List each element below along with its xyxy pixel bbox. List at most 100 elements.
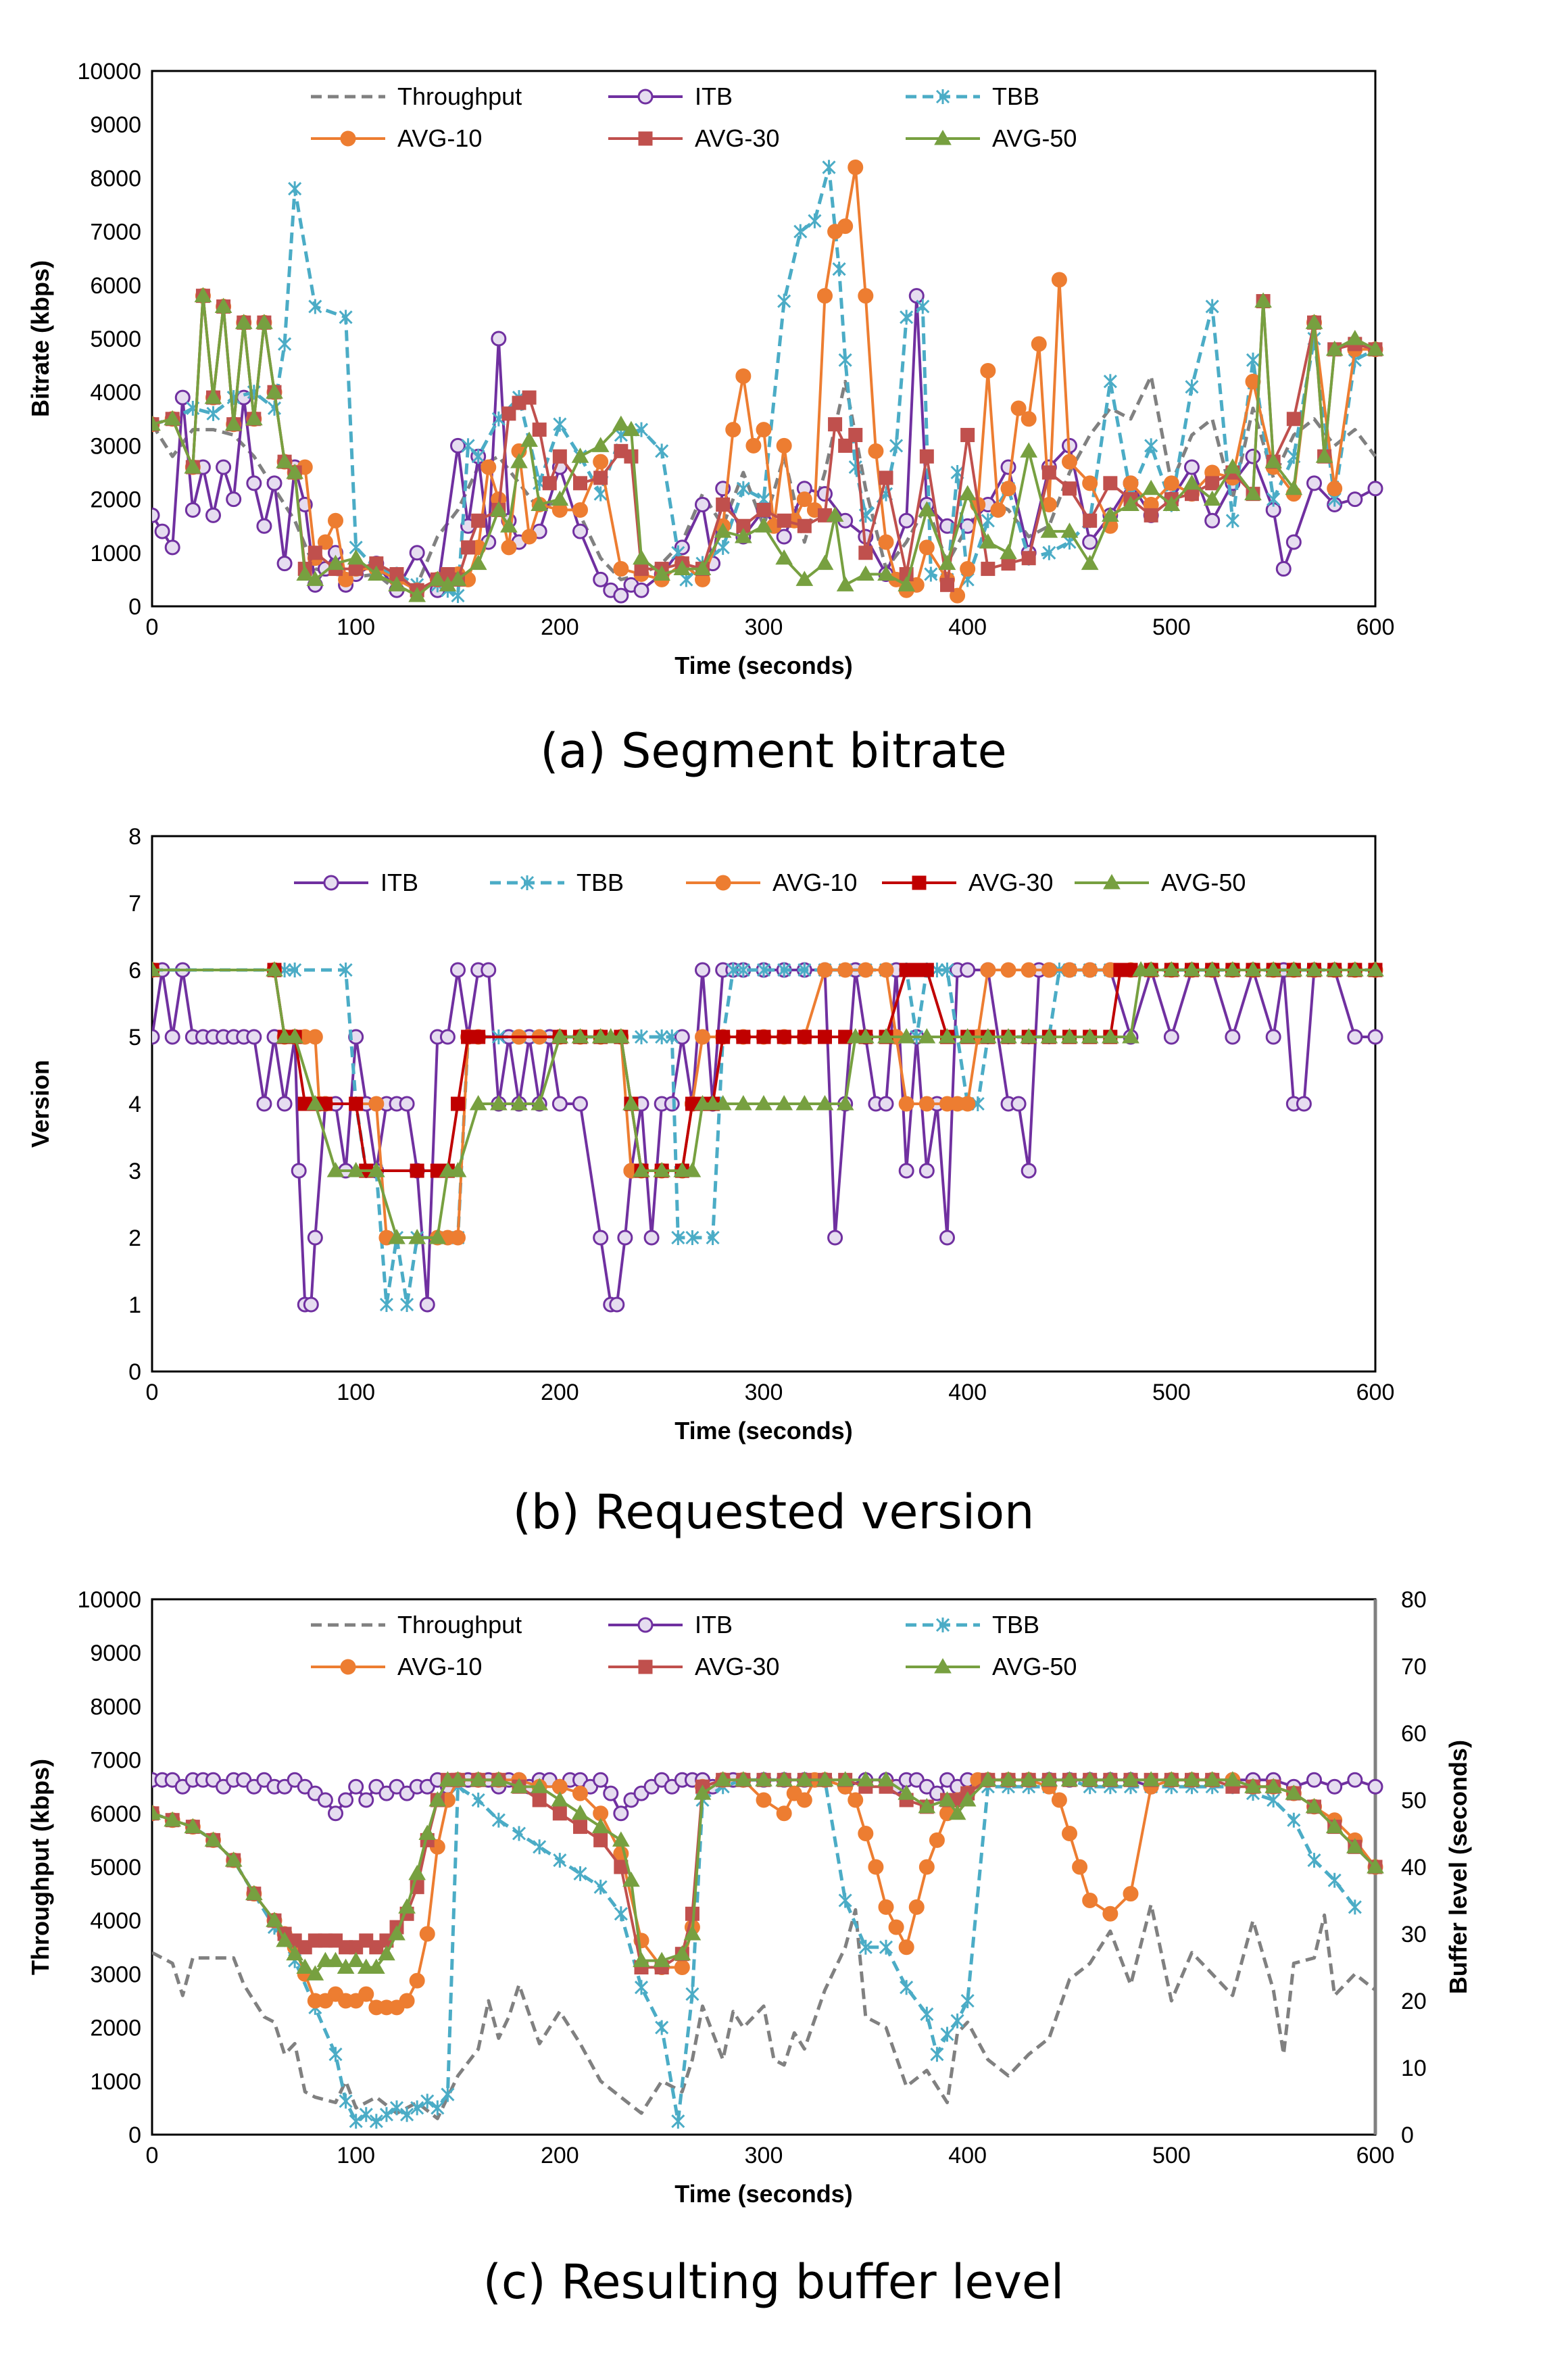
data-point-avg-50 bbox=[326, 1161, 345, 1177]
data-point-tbb bbox=[736, 963, 750, 977]
chart-requested-version: 0 100 200 300 400 500 600 0 1 2 3 4 5 6 7 8 Time (second… bbox=[26, 824, 1395, 1444]
data-point-avg-50 bbox=[918, 501, 936, 516]
data-point-avg-50 bbox=[1203, 1771, 1221, 1787]
data-point-avg-50 bbox=[388, 1924, 406, 1941]
y-tick-label: 2000 bbox=[90, 2016, 141, 2041]
data-point-itb bbox=[960, 962, 976, 978]
legend-label-avg-10: AVG-10 bbox=[397, 1653, 482, 1680]
data-point-avg-50 bbox=[633, 1951, 650, 1968]
data-point-itb bbox=[303, 1296, 319, 1313]
y-tick-label: 0 bbox=[128, 2122, 141, 2148]
legend-label-avg-50: AVG-50 bbox=[992, 124, 1077, 152]
data-point-avg-50 bbox=[1162, 1771, 1181, 1787]
data-point-itb bbox=[154, 523, 170, 539]
data-point-avg-10 bbox=[368, 1096, 385, 1112]
data-point-avg-10 bbox=[776, 437, 792, 454]
data-point-tbb bbox=[900, 310, 914, 325]
legend-marker-itb bbox=[323, 875, 339, 891]
data-point-tbb bbox=[832, 262, 846, 277]
data-point-avg-30 bbox=[1144, 508, 1158, 523]
data-point-avg-50 bbox=[551, 1791, 569, 1807]
data-point-avg-10 bbox=[1062, 454, 1077, 470]
data-point-avg-50 bbox=[683, 1924, 702, 1941]
data-point-itb bbox=[1367, 481, 1383, 497]
data-point-avg-10 bbox=[695, 1029, 710, 1045]
data-point-avg-30 bbox=[756, 1029, 771, 1044]
data-point-itb bbox=[1367, 1778, 1383, 1795]
data-point-avg-10 bbox=[521, 529, 537, 545]
data-point-tbb bbox=[339, 310, 353, 325]
x-tick-label: 600 bbox=[1356, 1380, 1395, 1405]
data-point-avg-50 bbox=[428, 1791, 447, 1807]
y-tick-label: 6000 bbox=[90, 273, 141, 299]
data-point-itb bbox=[1367, 1029, 1383, 1045]
data-point-avg-50 bbox=[714, 1771, 732, 1787]
y-tick-label: 8000 bbox=[90, 1694, 141, 1720]
data-point-avg-10 bbox=[980, 962, 996, 978]
data-point-tbb bbox=[655, 443, 669, 459]
data-point-avg-30 bbox=[940, 577, 954, 592]
data-point-avg-10 bbox=[1327, 481, 1343, 497]
data-point-avg-30 bbox=[818, 1029, 832, 1044]
x-tick-label: 400 bbox=[948, 614, 987, 640]
data-point-avg-50 bbox=[755, 1094, 772, 1111]
y-tick-label: 7000 bbox=[90, 220, 141, 245]
data-point-avg-10 bbox=[858, 288, 874, 304]
data-point-avg-50 bbox=[1040, 523, 1058, 538]
data-point-avg-50 bbox=[571, 447, 589, 463]
data-point-tbb bbox=[308, 299, 322, 314]
data-point-tbb bbox=[339, 2093, 353, 2109]
data-point-avg-10 bbox=[501, 539, 517, 556]
y-tick-label: 6000 bbox=[90, 1801, 141, 1827]
x-tick-label: 600 bbox=[1356, 2143, 1395, 2168]
y-tick-label: 2 bbox=[128, 1225, 141, 1251]
data-point-avg-50 bbox=[531, 1094, 549, 1111]
data-point-avg-50 bbox=[408, 1228, 426, 1244]
data-point-avg-50 bbox=[286, 1027, 304, 1044]
data-point-tbb bbox=[379, 2107, 393, 2122]
data-point-avg-10 bbox=[776, 1805, 792, 1822]
data-point-itb bbox=[1225, 1029, 1241, 1045]
data-point-itb bbox=[358, 1792, 374, 1808]
data-point-avg-50 bbox=[612, 415, 630, 431]
data-point-avg-50 bbox=[856, 1771, 875, 1787]
y2-tick-label: 70 bbox=[1401, 1654, 1427, 1680]
x-tick-label: 400 bbox=[948, 2143, 987, 2168]
legend-label-itb: ITB bbox=[695, 82, 733, 110]
y-tick-label: 3000 bbox=[90, 433, 141, 459]
data-point-avg-50 bbox=[1060, 1771, 1079, 1787]
data-point-avg-50 bbox=[1223, 1771, 1242, 1787]
data-point-avg-50 bbox=[367, 1161, 385, 1177]
data-point-avg-50 bbox=[795, 1094, 814, 1111]
data-point-avg-30 bbox=[593, 470, 608, 485]
data-point-itb bbox=[643, 1230, 660, 1246]
legend-label-tbb: TBB bbox=[992, 1611, 1039, 1638]
data-point-avg-50 bbox=[958, 485, 977, 501]
legend: Throughput ITB TBB AVG-10 AVG-30 AVG-50 bbox=[311, 1611, 1077, 1680]
y2-tick-label: 0 bbox=[1401, 2122, 1414, 2148]
data-point-avg-10 bbox=[898, 1096, 914, 1112]
data-point-avg-50 bbox=[469, 1094, 487, 1111]
caption-requested-version: (b) Requested version bbox=[512, 1484, 1035, 1540]
data-point-tbb bbox=[461, 438, 475, 454]
legend-item-avg-50: AVG-50 bbox=[906, 1653, 1077, 1680]
data-point-avg-30 bbox=[1103, 476, 1118, 491]
y-tick-label: 1000 bbox=[90, 541, 141, 566]
data-point-tbb bbox=[471, 449, 485, 464]
data-point-itb bbox=[338, 1792, 354, 1808]
data-point-avg-50 bbox=[1000, 1771, 1017, 1787]
data-point-avg-10 bbox=[1062, 962, 1077, 978]
y2-axis-title: Buffer level (seconds) bbox=[1444, 1740, 1472, 1994]
data-point-avg-50 bbox=[795, 570, 814, 586]
data-point-tbb bbox=[981, 513, 995, 529]
data-point-tbb bbox=[389, 2100, 404, 2116]
data-point-itb bbox=[450, 437, 466, 454]
data-point-avg-50 bbox=[1325, 340, 1344, 356]
data-point-avg-50 bbox=[612, 1027, 630, 1044]
data-point-avg-50 bbox=[693, 560, 712, 576]
data-point-avg-10 bbox=[918, 539, 935, 556]
data-point-tbb bbox=[1287, 1812, 1301, 1828]
legend-item-avg-30: AVG-30 bbox=[608, 124, 779, 152]
data-point-avg-10 bbox=[796, 491, 812, 508]
data-point-itb bbox=[1327, 1778, 1343, 1795]
